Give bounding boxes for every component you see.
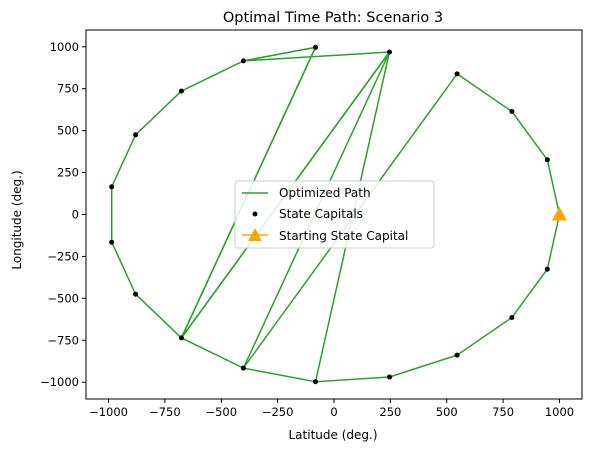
x-tick-label: 1000 <box>545 405 574 419</box>
x-tick-label: −500 <box>205 405 237 419</box>
y-tick-label: −250 <box>47 249 79 263</box>
legend-swatch-starting-marker <box>248 228 262 241</box>
state-capital-point <box>109 184 115 190</box>
axis-ticks: −1000 −750 −500 −250 0 250 500 750 1000 −1000 −750… <box>40 40 574 419</box>
series-line-optimized-path <box>110 46 561 383</box>
x-tick-label: 750 <box>492 405 514 419</box>
y-tick-label: 500 <box>57 124 79 138</box>
state-capital-point <box>240 58 246 64</box>
state-capital-point <box>454 71 460 77</box>
x-tick-label: −750 <box>149 405 181 419</box>
state-capital-point <box>240 365 246 371</box>
state-capital-point <box>509 109 515 114</box>
state-capital-point <box>509 315 515 320</box>
y-tick-label: 750 <box>57 82 79 96</box>
x-tick-label: −1000 <box>89 405 128 419</box>
state-capital-point <box>109 239 115 245</box>
x-tick-label: 0 <box>330 405 337 419</box>
state-capital-point <box>313 379 318 385</box>
y-tick-label: 0 <box>72 208 79 222</box>
legend-label-optimized-path: Optimized Path <box>279 186 371 200</box>
legend: Optimized Path State Capitals Starting S… <box>234 180 435 249</box>
state-capital-point <box>178 88 184 94</box>
legend-label-starting-state-capital: Starting State Capital <box>279 229 408 243</box>
starting-state-capital-marker <box>551 206 567 221</box>
y-tick-label: −500 <box>47 291 79 305</box>
legend-box <box>234 180 435 249</box>
state-capital-point <box>387 49 392 55</box>
x-tick-label: 250 <box>379 405 401 419</box>
state-capital-point <box>133 132 139 138</box>
state-capital-point <box>178 335 184 341</box>
y-tick-label: 1000 <box>50 40 79 54</box>
y-axis-label: Longitude (deg.) <box>10 170 24 269</box>
x-tick-label: −250 <box>262 405 294 419</box>
state-capital-point <box>544 157 550 163</box>
state-capital-point <box>454 352 460 358</box>
state-capital-point <box>313 44 318 50</box>
state-capital-point <box>544 266 550 272</box>
y-tick-label: −1000 <box>40 375 79 389</box>
state-capital-point <box>133 291 139 297</box>
legend-label-state-capitals: State Capitals <box>279 207 363 221</box>
y-tick-label: 250 <box>57 166 79 180</box>
y-tick-label: −750 <box>47 333 79 347</box>
state-capital-point <box>387 374 392 380</box>
chart-title: Optimal Time Path: Scenario 3 <box>223 10 443 26</box>
x-axis-label: Latitude (deg.) <box>289 428 378 442</box>
x-tick-label: 500 <box>436 405 458 419</box>
legend-swatch-state-capitals <box>252 211 258 217</box>
